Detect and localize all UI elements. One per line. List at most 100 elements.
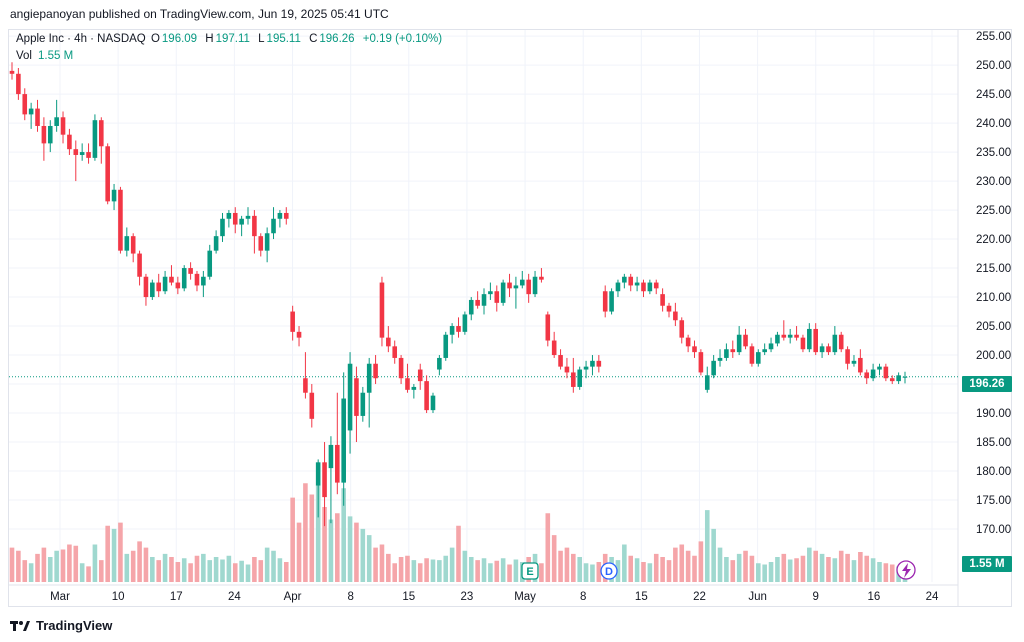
volume-bar (755, 563, 761, 582)
volume-bar (16, 550, 21, 582)
volume-bar (545, 513, 551, 582)
candle-body (354, 378, 359, 416)
volume-bar (405, 555, 410, 582)
volume-bar (73, 545, 79, 582)
volume-bar (730, 560, 736, 582)
candle-body (143, 276, 149, 298)
last-price-tag: 196.26 (962, 376, 1012, 392)
time-tick-label: 15 (635, 591, 648, 603)
volume-bar (838, 550, 844, 582)
candle-body (858, 357, 863, 373)
candle-body (9, 70, 15, 74)
candle-body (92, 120, 98, 158)
volume-bar (124, 553, 130, 582)
volume-bar (456, 525, 461, 582)
volume-bar (704, 510, 710, 582)
candle-body (137, 253, 142, 277)
candle-body (577, 369, 582, 387)
volume-bar (252, 557, 257, 582)
volume-bar (111, 528, 117, 582)
candle-body (347, 363, 353, 431)
volume-bar (558, 550, 563, 582)
price-tick-label: 200.00 (976, 350, 1011, 362)
candle-body (768, 343, 774, 350)
volume-bar (220, 559, 225, 582)
volume-bar (258, 560, 264, 582)
volume-bar (775, 557, 780, 582)
volume-bar (653, 553, 659, 582)
split-lightning-icon (902, 563, 911, 578)
candle-body (22, 94, 28, 115)
close-value: 196.26 (319, 33, 355, 45)
chart-frame[interactable] (8, 29, 1012, 607)
volume-bar (762, 564, 767, 582)
volume-bar (328, 519, 334, 582)
footer-brand[interactable]: TradingView (10, 618, 112, 633)
open-label: O (150, 33, 160, 45)
volume-bar (596, 562, 602, 582)
volume-bar (86, 566, 91, 582)
volume-bar (736, 553, 742, 582)
candle-body (679, 320, 685, 338)
volume-bar (341, 488, 346, 582)
candle-body (79, 152, 85, 155)
candle-body (730, 349, 736, 353)
volume-bar (845, 553, 850, 582)
volume-bar (379, 544, 385, 582)
volume-bar (162, 553, 168, 582)
low-value: 195.11 (266, 33, 301, 45)
candle-body (711, 360, 716, 376)
candle-body (660, 294, 665, 306)
volume-bar (819, 553, 825, 582)
candle-body (558, 355, 563, 367)
footer-brand-label: TradingView (36, 618, 113, 633)
volume-bar (781, 553, 787, 582)
volume-bar (175, 562, 181, 582)
volume-bar (105, 525, 110, 582)
candle-body (188, 268, 193, 274)
symbol-title[interactable]: Apple Inc · 4h · NASDAQ (16, 33, 146, 45)
volume-bar (9, 547, 15, 582)
price-tick-label: 205.00 (976, 321, 1011, 333)
volume-bar (315, 485, 321, 582)
price-tick-label: 255.00 (976, 31, 1011, 43)
candle-body (405, 378, 410, 390)
volume-bar (787, 559, 793, 582)
candle-body (488, 291, 493, 295)
dividend-marker (600, 562, 618, 580)
volume-bar (724, 557, 729, 582)
candle-body (67, 134, 72, 150)
candle-body (749, 346, 755, 364)
volume-bar (354, 522, 359, 582)
volume-bar (615, 560, 621, 582)
volume-bar (883, 563, 889, 582)
candle-body (692, 346, 697, 353)
open-value: 196.09 (161, 33, 198, 45)
candle-body (130, 236, 136, 254)
close-label: C (309, 33, 318, 45)
time-tick-label: 10 (112, 591, 125, 603)
candle-body (213, 236, 219, 251)
candle-body (54, 117, 59, 126)
candle-body (622, 276, 627, 283)
volume-bar (673, 547, 678, 582)
candle-body (896, 375, 901, 382)
candle-body (870, 369, 876, 379)
candle-body (513, 285, 519, 289)
candle-body (47, 125, 53, 144)
volume-bar (717, 547, 723, 582)
volume-bar (462, 550, 468, 582)
candle-body (519, 279, 525, 286)
time-tick-label: 8 (347, 591, 353, 603)
candle-body (653, 282, 659, 289)
volume-bar (475, 560, 480, 582)
volume-bar (551, 535, 557, 582)
candle-body (838, 334, 844, 350)
volume-bar (692, 555, 697, 582)
volume-bar (858, 552, 863, 582)
candle-body (303, 378, 308, 393)
volume-bar (239, 560, 244, 582)
candle-body (526, 279, 531, 295)
volume-legend: Vol 1.55 M (16, 50, 73, 62)
